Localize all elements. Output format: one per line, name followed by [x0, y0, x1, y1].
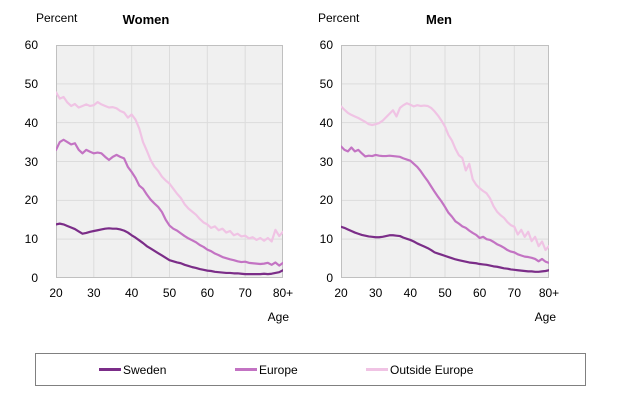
women-series-sweden — [56, 222, 283, 276]
men-y-tick-label: 40 — [319, 115, 333, 130]
men-x-tick-label: 50 — [438, 286, 452, 300]
women-chart-title: Women — [122, 12, 170, 27]
men-x-tick-label: 80+ — [538, 286, 560, 300]
men-x-tick-label: 20 — [334, 286, 348, 300]
legend-item-europe: Europe — [235, 354, 298, 385]
legend-item-outside-europe: Outside Europe — [366, 354, 473, 385]
women-x-axis-title: Age — [267, 310, 289, 324]
sweden-line-swatch-icon — [99, 368, 121, 371]
men-series-europe — [341, 145, 549, 264]
women-y-tick-label: 50 — [24, 76, 38, 91]
men-y-axis-title: Percent — [318, 11, 360, 25]
men-x-tick-label: 70 — [507, 286, 521, 300]
men-series-sweden — [341, 225, 549, 273]
women-y-tick-label: 40 — [24, 115, 38, 130]
legend-label-europe: Europe — [259, 362, 298, 377]
legend-item-sweden: Sweden — [99, 354, 166, 385]
women-series-europe — [56, 138, 283, 267]
women-y-tick-label: 30 — [24, 154, 38, 169]
men-y-tick-label: 60 — [319, 38, 333, 52]
outside-europe-line-swatch-icon — [366, 368, 388, 371]
men-x-tick-label: 30 — [368, 286, 383, 300]
women-y-tick-label: 10 — [24, 232, 38, 247]
men-series-outside-europe — [341, 102, 549, 252]
women-y-tick-label: 60 — [24, 38, 38, 52]
legend-label-outside-europe: Outside Europe — [390, 362, 474, 377]
women-x-tick-label: 20 — [49, 286, 63, 300]
women-x-tick-label: 80+ — [272, 286, 294, 300]
women-y-tick-label: 0 — [31, 271, 38, 285]
women-x-tick-label: 40 — [124, 286, 139, 300]
europe-line-swatch-icon — [235, 368, 257, 371]
men-y-tick-label: 30 — [319, 154, 333, 169]
men-x-axis-title: Age — [534, 310, 556, 324]
women-y-tick-label: 20 — [24, 193, 38, 208]
men-y-tick-label: 50 — [319, 76, 333, 91]
legend-label-sweden: Sweden — [123, 362, 167, 377]
men-chart-title: Men — [426, 12, 452, 27]
women-y-axis-title: Percent — [36, 11, 78, 25]
men-plot-area — [341, 45, 549, 278]
women-series-outside-europe — [56, 91, 283, 243]
legend-box: Sweden Europe Outside Europe — [35, 353, 586, 386]
men-x-tick-label: 60 — [472, 286, 487, 300]
women-plot-area — [56, 45, 283, 278]
men-y-tick-label: 0 — [326, 271, 333, 285]
women-x-tick-label: 50 — [162, 286, 177, 300]
men-y-tick-label: 10 — [319, 232, 333, 247]
women-x-tick-label: 60 — [200, 286, 214, 300]
women-x-tick-label: 70 — [238, 286, 252, 300]
women-x-tick-label: 30 — [87, 286, 101, 300]
men-x-tick-label: 40 — [403, 286, 417, 300]
men-y-tick-label: 20 — [319, 193, 333, 208]
